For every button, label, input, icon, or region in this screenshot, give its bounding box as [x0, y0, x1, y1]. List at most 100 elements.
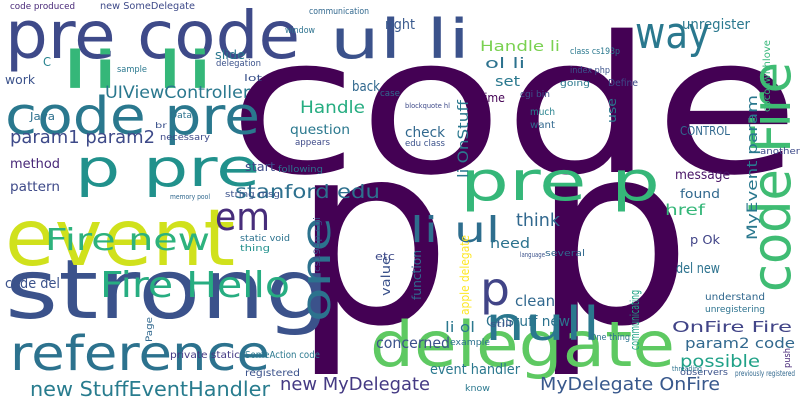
word: Java [29, 110, 55, 123]
word: push [783, 348, 793, 368]
word: slide [215, 48, 245, 62]
word: necessary [160, 133, 211, 143]
word: delegation [216, 59, 261, 69]
word: index php [570, 66, 610, 76]
word: cocoawithlove [762, 40, 773, 112]
word: stanford edu [235, 181, 380, 203]
word: memory pool [170, 193, 210, 201]
word: window [285, 26, 315, 36]
word: OnStuff new [486, 314, 570, 330]
word: one [294, 217, 340, 322]
word: example [450, 338, 490, 348]
word: reference [10, 326, 270, 382]
word: much [530, 107, 555, 118]
word: code produced [10, 2, 75, 12]
word: param2 code [685, 336, 795, 352]
word: clean [515, 292, 555, 310]
word: case [380, 89, 400, 99]
word: new MyDelegate [280, 374, 430, 395]
word: del new [676, 261, 720, 277]
word: ol li [485, 56, 525, 72]
word: method [10, 157, 60, 172]
word: found [680, 187, 720, 201]
word: pre code [5, 0, 300, 74]
word: static void [240, 234, 290, 244]
word: lot [244, 74, 263, 84]
word: Handle li [480, 39, 560, 55]
word: unregistering [705, 305, 765, 315]
word: p p [292, 90, 692, 381]
word: Data [170, 111, 192, 121]
word: time [480, 91, 505, 105]
word: li li [60, 41, 215, 101]
word: param1 param2 [10, 127, 155, 148]
word: appears [295, 138, 330, 148]
word: still [490, 320, 512, 330]
word: right [385, 17, 415, 33]
word: value [379, 256, 393, 296]
word: message [675, 168, 730, 183]
word: p [480, 262, 510, 316]
word: unregister [682, 17, 750, 33]
word: cs193p cgi [313, 217, 323, 272]
word: previously registered [735, 369, 795, 378]
word: communicating [628, 290, 642, 350]
word: new StuffEventHandler [30, 377, 271, 400]
word: code Fire [740, 62, 800, 292]
word: br [155, 121, 168, 130]
word: class cs193p [570, 47, 620, 57]
word: strong [5, 243, 330, 338]
word: p Ok [690, 233, 720, 247]
word: know [465, 384, 490, 394]
word: way [635, 8, 710, 59]
word: Define [608, 78, 638, 89]
word: OnFire Fire [672, 318, 792, 336]
word: communication [309, 7, 369, 17]
word: blockquote hl [405, 102, 450, 110]
word: need [490, 236, 530, 252]
word: cgi bin [520, 90, 550, 100]
word: One thing [590, 333, 630, 343]
word: think [516, 210, 561, 231]
word: string msg [225, 190, 280, 200]
word: thing [240, 244, 270, 254]
word: language [520, 251, 545, 259]
word: code del [5, 276, 60, 292]
word: Page [145, 316, 155, 342]
word: em [215, 195, 270, 239]
word: sample [117, 65, 147, 75]
word: start [245, 160, 275, 174]
word: possible [680, 352, 760, 372]
word: ul li [330, 8, 470, 71]
word: pre p [460, 150, 660, 213]
word: li OnStuff [456, 100, 472, 178]
word: concerned [376, 334, 450, 352]
word: C [43, 55, 51, 69]
word: another [760, 147, 800, 157]
word: threading [672, 365, 702, 373]
word: following [278, 165, 323, 175]
word: use [605, 98, 619, 123]
word: href [665, 201, 706, 219]
word: pattern [10, 180, 60, 195]
word: set [495, 74, 521, 90]
word: several [545, 249, 585, 259]
word: MyDelegate OnFire [540, 374, 720, 395]
word: observers [680, 368, 728, 378]
word: event handler [430, 362, 520, 378]
word: back [352, 79, 381, 95]
word: li ul [410, 210, 500, 251]
word: understand [705, 292, 765, 303]
word: Handle [300, 98, 365, 118]
word: SomeAction code [245, 350, 320, 361]
word: want [530, 120, 555, 131]
word: going [560, 79, 590, 89]
word: function [410, 250, 424, 300]
word: code pre [5, 87, 260, 147]
word: edu class [405, 139, 445, 149]
word: UIViewController [105, 83, 250, 103]
word: apple delegate [458, 235, 472, 315]
word: Fire Hello [100, 265, 290, 306]
word: event [5, 194, 235, 284]
